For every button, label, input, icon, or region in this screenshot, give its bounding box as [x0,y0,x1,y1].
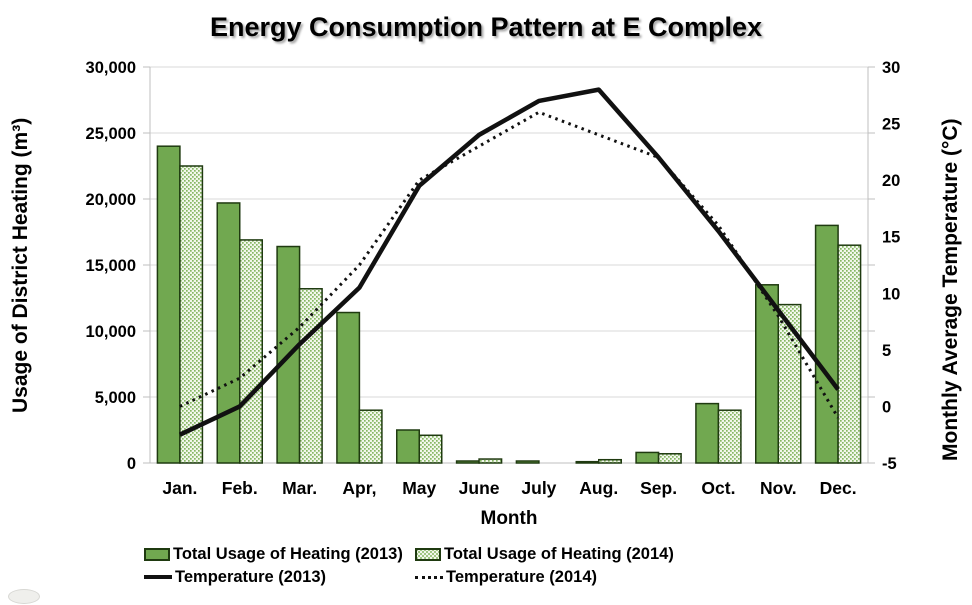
x-axis-tick-label: Feb. [222,478,258,498]
legend-label-heating-2014: Total Usage of Heating (2014) [444,544,674,563]
bar-2014-May [418,434,443,464]
bar-2014-Apr, [358,409,383,464]
bar-2014-Aug. [598,458,622,464]
bar-2014-Mar. [298,288,323,464]
x-axis-tick-label: Jan. [162,478,197,498]
right-axis-tick-label: 25 [882,116,900,134]
legend-item-temperature-2013: Temperature (2013) [144,568,326,586]
chart-title: Energy Consumption Pattern at E Complex [209,12,763,42]
bar-2014-June [478,458,503,464]
legend-item-temperature-2014: Temperature (2014) [415,568,597,586]
bar-2014-Sep. [657,453,682,464]
left-axis-tick-label: 20,000 [86,191,136,209]
left-axis-tick-label: 25,000 [86,125,136,143]
bar-2014-Dec. [837,244,862,464]
left-axis-tick-label: 0 [127,455,136,473]
x-axis-tick-label: Apr, [342,478,376,498]
x-axis-tick-label: Aug. [579,478,618,498]
legend-item-heating-2013: Total Usage of Heating (2013) [144,545,403,563]
x-axis-tick-label: July [521,478,556,498]
x-axis-tick-label: May [402,478,436,498]
corner-artifact-icon [8,589,40,604]
bar-2013-Dec. [814,224,839,464]
bar-2013-July [515,460,540,464]
legend-swatch-heating-2014-icon [415,547,441,561]
bar-2014-Feb. [239,239,263,464]
right-axis-tick-label: 30 [882,59,900,77]
bar-2014-Jan. [179,165,204,464]
legend-swatch-temperature-2013-icon [144,575,172,579]
x-axis-tick-label: Nov. [760,478,797,498]
right-axis-tick-label: 0 [882,398,891,416]
legend-item-heating-2014: Total Usage of Heating (2014) [415,545,674,563]
x-axis-tick-label: Dec. [820,478,857,498]
temperature-line-2013 [178,87,840,437]
bar-2013-June [455,460,480,464]
x-axis-tick-label: June [459,478,500,498]
right-axis-tick-label: -5 [882,455,897,473]
x-axis-tick-label: Oct. [701,478,735,498]
left-axis-tick-label: 15,000 [86,257,136,275]
x-axis-tick-label: Mar. [282,478,317,498]
right-axis-tick-label: 5 [882,342,891,360]
bar-2013-Jan. [156,145,181,464]
legend-swatch-heating-2013-icon [144,547,170,561]
bar-2013-Nov. [755,284,779,464]
bar-2014-Nov. [777,303,802,464]
left-axis-tick-label: 10,000 [86,323,136,341]
left-axis-tick-label: 5,000 [95,389,136,407]
bar-2013-Aug. [575,460,600,464]
left-axis-tick-label: 30,000 [86,59,136,77]
legend-label-heating-2013: Total Usage of Heating (2013) [173,544,403,563]
bar-2013-Oct. [695,402,720,464]
temperature-line-2014 [179,110,840,419]
bar-2013-Feb. [216,202,241,464]
legend-swatch-temperature-2014-icon [415,575,443,579]
bar-2013-May [396,429,420,464]
bar-2013-Apr, [336,311,361,464]
bar-2013-Sep. [635,451,660,464]
x-axis-tick-label: Sep. [640,478,677,498]
bar-2014-Oct. [717,409,742,464]
right-axis-tick-label: 20 [882,172,900,190]
legend-label-temperature-2013: Temperature (2013) [175,567,327,586]
x-axis-title: Month [480,508,538,529]
right-axis-tick-label: 15 [882,229,900,247]
legend-label-temperature-2014: Temperature (2014) [446,567,598,586]
right-axis-tick-label: 10 [882,285,900,303]
